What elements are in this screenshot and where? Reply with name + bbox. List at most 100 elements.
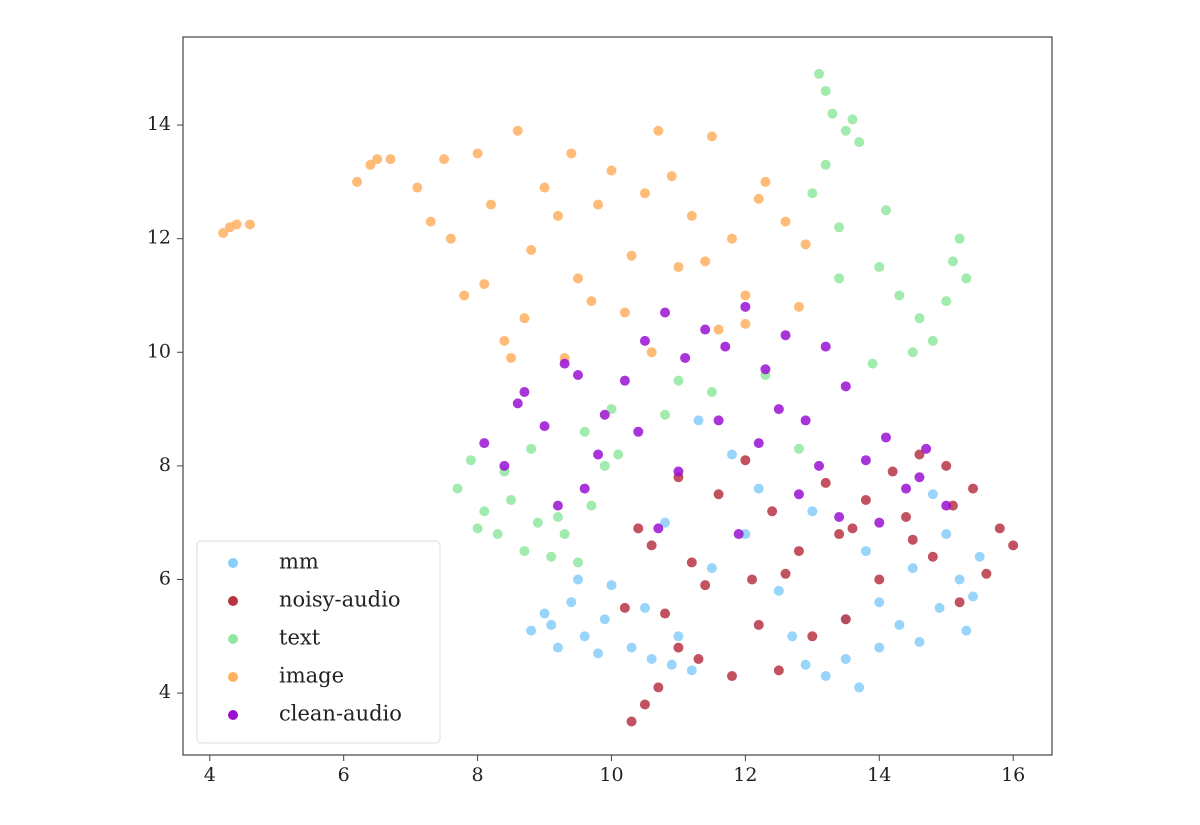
data-point [840,614,851,625]
data-point [573,557,583,568]
data-point [499,460,510,471]
legend-marker [228,596,238,606]
legend: mm noisy-audio text image clean-audio [196,540,441,744]
data-point [593,648,604,659]
data-point [526,443,537,454]
data-point [646,540,657,551]
data-point [218,227,229,238]
data-point [452,483,463,494]
data-point [807,631,818,642]
data-point [860,455,871,466]
data-point [639,335,650,346]
data-point [820,671,831,682]
data-point [673,642,684,653]
data-point [840,654,851,665]
data-point [740,301,751,312]
data-point [472,148,483,159]
data-point [847,114,858,125]
data-point [552,210,563,221]
data-point [573,369,583,380]
plot-points [218,68,1019,727]
data-point [787,631,798,642]
data-point [800,239,811,250]
data-point [834,273,845,284]
data-point [512,398,523,409]
data-point [753,438,764,449]
data-point [666,659,677,670]
data-point [526,625,537,636]
data-point [579,483,590,494]
data-point [914,313,925,324]
data-point [680,352,691,363]
data-point [539,608,550,619]
data-point [921,443,932,454]
data-point [673,262,684,273]
data-point [941,460,952,471]
data-point [740,455,751,466]
data-point [599,460,610,471]
data-point [760,176,771,187]
data-point [519,546,530,557]
legend-marker [228,558,238,568]
data-point [954,597,965,608]
data-point [854,137,865,148]
data-point [793,489,804,500]
x-tick-label: 4 [204,764,216,786]
data-point [968,591,978,602]
data-point [726,233,737,244]
data-point [686,557,697,568]
data-point [726,449,737,460]
data-point [639,188,650,199]
data-point [713,324,724,335]
data-point [780,330,791,341]
legend-label: mm [279,550,319,574]
data-point [954,574,965,585]
data-point [653,682,664,693]
data-point [626,642,637,653]
data-point [773,404,784,415]
data-point [767,506,778,517]
data-point [901,511,912,522]
data-point [706,563,717,574]
legend-label: image [279,664,344,688]
data-point [820,85,831,96]
data-point [834,511,845,522]
data-point [807,188,818,199]
data-point [633,523,644,534]
data-point [546,551,557,562]
data-point [479,506,490,517]
data-point [961,273,972,284]
data-point [773,585,784,596]
data-point [780,216,791,227]
data-point [880,205,891,216]
data-point [807,506,818,517]
data-point [244,219,255,230]
data-point [800,415,811,426]
data-point [573,574,583,585]
data-point [814,460,825,471]
data-point [941,529,952,540]
data-point [968,483,978,494]
data-point [552,500,563,511]
data-point [947,256,958,267]
data-point [579,426,590,437]
data-point [626,250,637,261]
data-point [660,608,671,619]
data-point [713,415,724,426]
data-point [840,125,851,136]
y-tick-label: 10 [147,340,171,362]
data-point [660,307,671,318]
data-point [874,517,885,528]
data-point [860,494,871,505]
data-point [606,165,617,176]
data-point [231,219,242,230]
data-point [874,262,885,273]
data-point [720,341,731,352]
data-point [1008,540,1019,551]
data-point [653,125,664,136]
data-point [834,222,845,233]
data-point [914,449,925,460]
data-point [526,245,537,256]
data-point [760,364,771,375]
